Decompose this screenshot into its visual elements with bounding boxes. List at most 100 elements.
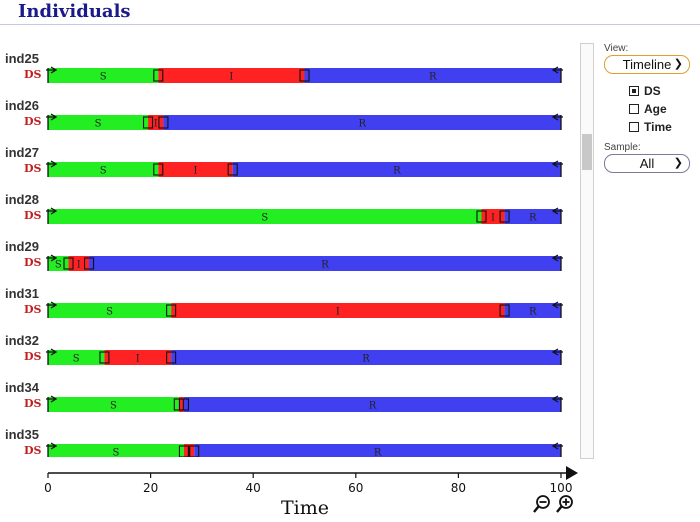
segment-label: R [529, 213, 537, 224]
start-arrow-icon [46, 207, 58, 224]
segment-label: R [369, 401, 377, 412]
individual-name: ind26 [5, 98, 39, 113]
segment-label: S [113, 448, 120, 459]
segment-r [183, 397, 561, 412]
start-arrow-icon [46, 395, 58, 412]
segment-label: I [136, 354, 140, 365]
checkbox-label: DS [644, 84, 661, 98]
variable-label: DS [24, 303, 42, 316]
segment-label: R [358, 119, 366, 130]
transition-marker [299, 69, 310, 82]
individual-name: ind27 [5, 145, 39, 160]
segment-label: R [362, 354, 370, 365]
segment-label: I [154, 119, 158, 130]
sample-select[interactable]: All ❯ [604, 154, 690, 173]
start-arrow-icon [46, 348, 58, 365]
segment-label: R [321, 260, 329, 271]
variable-label: DS [24, 397, 42, 410]
segment-label: R [374, 448, 382, 459]
axis-tick-label: 60 [348, 481, 363, 495]
variable-label: DS [24, 162, 42, 175]
individual-name: ind34 [5, 380, 39, 395]
start-arrow-icon [46, 66, 58, 83]
segment-i [104, 350, 172, 365]
start-arrow-icon [46, 160, 58, 177]
checkbox-label: Age [644, 102, 667, 116]
segment-r [304, 68, 561, 83]
end-arrow-icon [551, 254, 563, 271]
end-arrow-icon [551, 301, 563, 318]
axis-label: Time [281, 497, 329, 519]
transition-marker [158, 116, 169, 129]
segment-label: S [100, 72, 107, 83]
checkbox-unchecked-icon[interactable] [629, 104, 639, 114]
segment-r [504, 209, 561, 224]
start-arrow-icon [46, 254, 58, 271]
individual-name: ind29 [5, 239, 39, 254]
end-arrow-icon [551, 207, 563, 224]
view-select[interactable]: Timeline ❯ [604, 55, 690, 74]
transition-marker [63, 257, 74, 270]
checkbox-time[interactable]: Time [629, 118, 696, 136]
segment-r [504, 303, 561, 318]
segment-label: S [73, 354, 80, 365]
sample-label: Sample: [604, 142, 641, 153]
vertical-scrollbar[interactable] [580, 43, 594, 459]
transition-marker [499, 210, 510, 223]
individual-name: ind35 [5, 427, 39, 442]
segment-label: I [336, 307, 340, 318]
segment-label: I [194, 166, 198, 177]
checkbox-age[interactable]: Age [629, 100, 696, 118]
segment-label: I [77, 260, 81, 271]
segment-label: S [55, 260, 62, 271]
axis-arrow-icon [566, 466, 578, 480]
variable-label: DS [24, 350, 42, 363]
segment-s [48, 397, 179, 412]
segment-label: S [95, 119, 102, 130]
individual-name: ind32 [5, 333, 39, 348]
segment-i [158, 162, 233, 177]
checkbox-checked-icon[interactable] [629, 86, 639, 96]
transition-marker [99, 351, 110, 364]
axis-tick-label: 100 [550, 481, 573, 495]
variable-label: DS [24, 256, 42, 269]
segment-label: S [100, 166, 107, 177]
transition-marker [166, 304, 177, 317]
segment-label: R [529, 307, 537, 318]
checkbox-ds[interactable]: DS [629, 82, 696, 100]
segment-i [68, 256, 90, 271]
transition-marker [166, 351, 177, 364]
axis-tick-label: 40 [246, 481, 261, 495]
plot-mask [40, 457, 575, 465]
segment-i [171, 303, 505, 318]
end-arrow-icon [551, 442, 563, 459]
transition-marker [499, 304, 510, 317]
end-arrow-icon [551, 395, 563, 412]
segment-r [232, 162, 561, 177]
segment-label: S [110, 401, 117, 412]
segment-i [178, 397, 184, 412]
chevron-down-icon: ❯ [673, 58, 683, 70]
transition-marker [476, 210, 487, 223]
variable-label: DS [24, 444, 42, 457]
zoom-out-icon[interactable] [533, 494, 551, 516]
transition-marker [153, 69, 164, 82]
variable-label: DS [24, 68, 42, 81]
view-label: View: [604, 43, 629, 54]
start-arrow-icon [46, 301, 58, 318]
zoom-in-icon[interactable] [556, 494, 574, 516]
segment-i [481, 209, 505, 224]
segment-s [48, 444, 184, 459]
checkbox-unchecked-icon[interactable] [629, 122, 639, 132]
controls-panel: View: Timeline ❯ DS Age Time Sample: All ❯ [604, 43, 696, 173]
segment-s [48, 350, 105, 365]
segment-i [183, 444, 195, 459]
scrollbar-thumb[interactable] [582, 134, 592, 170]
segment-r [171, 350, 561, 365]
